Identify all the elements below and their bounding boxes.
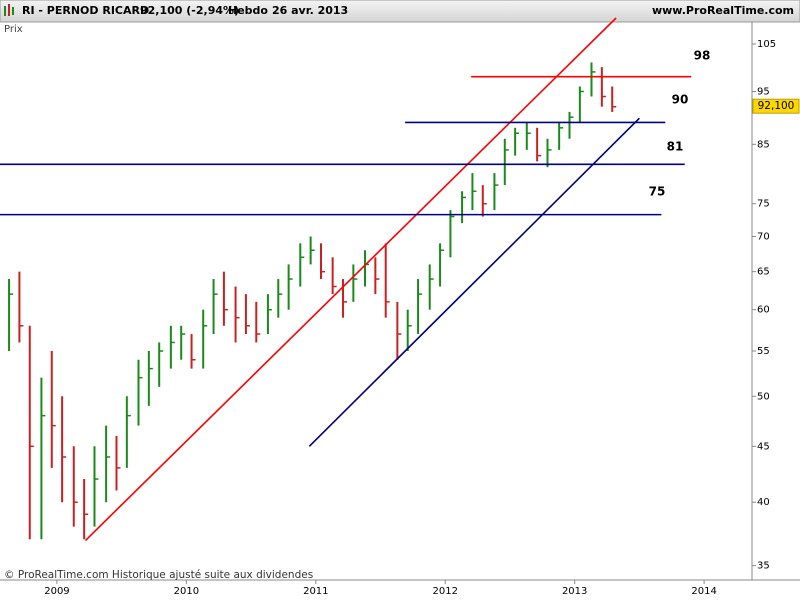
y-tick-label: 55 bbox=[757, 346, 770, 357]
trend-line bbox=[308, 117, 640, 447]
level-label: 81 bbox=[667, 140, 684, 154]
y-tick-label: 105 bbox=[757, 39, 776, 50]
y-tick-label: 40 bbox=[757, 497, 770, 508]
y-tick-label: 85 bbox=[757, 139, 770, 150]
header-bar bbox=[0, 0, 800, 23]
price: 92,100 (-2,94%) bbox=[140, 4, 239, 17]
level-label: 90 bbox=[672, 93, 689, 107]
period: Hebdo bbox=[228, 4, 268, 17]
y-tick-label: 70 bbox=[757, 231, 770, 242]
y-tick-label: 50 bbox=[757, 391, 770, 402]
level-label: 75 bbox=[649, 185, 666, 199]
header-icon bbox=[4, 4, 14, 16]
trend-line bbox=[84, 17, 617, 542]
site: www.ProRealTime.com bbox=[652, 4, 794, 17]
x-tick-label: 2012 bbox=[433, 586, 458, 597]
symbol: RI - PERNOD RICARD bbox=[22, 4, 149, 17]
date: 26 avr. 2013 bbox=[272, 4, 348, 17]
level-label: 98 bbox=[694, 49, 711, 63]
x-tick-label: 2010 bbox=[174, 586, 199, 597]
x-tick-label: 2013 bbox=[562, 586, 587, 597]
y-tick-label: 35 bbox=[757, 561, 770, 572]
x-tick-label: 2009 bbox=[44, 586, 69, 597]
y-tick-label: 60 bbox=[757, 305, 770, 316]
y-tick-label: 75 bbox=[757, 199, 770, 210]
y-tick-label: 65 bbox=[757, 267, 770, 278]
x-tick-label: 2014 bbox=[691, 586, 716, 597]
y-tick-label: 95 bbox=[757, 86, 770, 97]
footer: © ProRealTime.com Historique ajusté suit… bbox=[4, 569, 313, 581]
last-price-box bbox=[752, 98, 800, 114]
x-tick-label: 2011 bbox=[303, 586, 328, 597]
y-label: Prix bbox=[4, 24, 23, 35]
last-price-label: 92,100 bbox=[758, 100, 795, 112]
y-tick-label: 45 bbox=[757, 441, 770, 452]
